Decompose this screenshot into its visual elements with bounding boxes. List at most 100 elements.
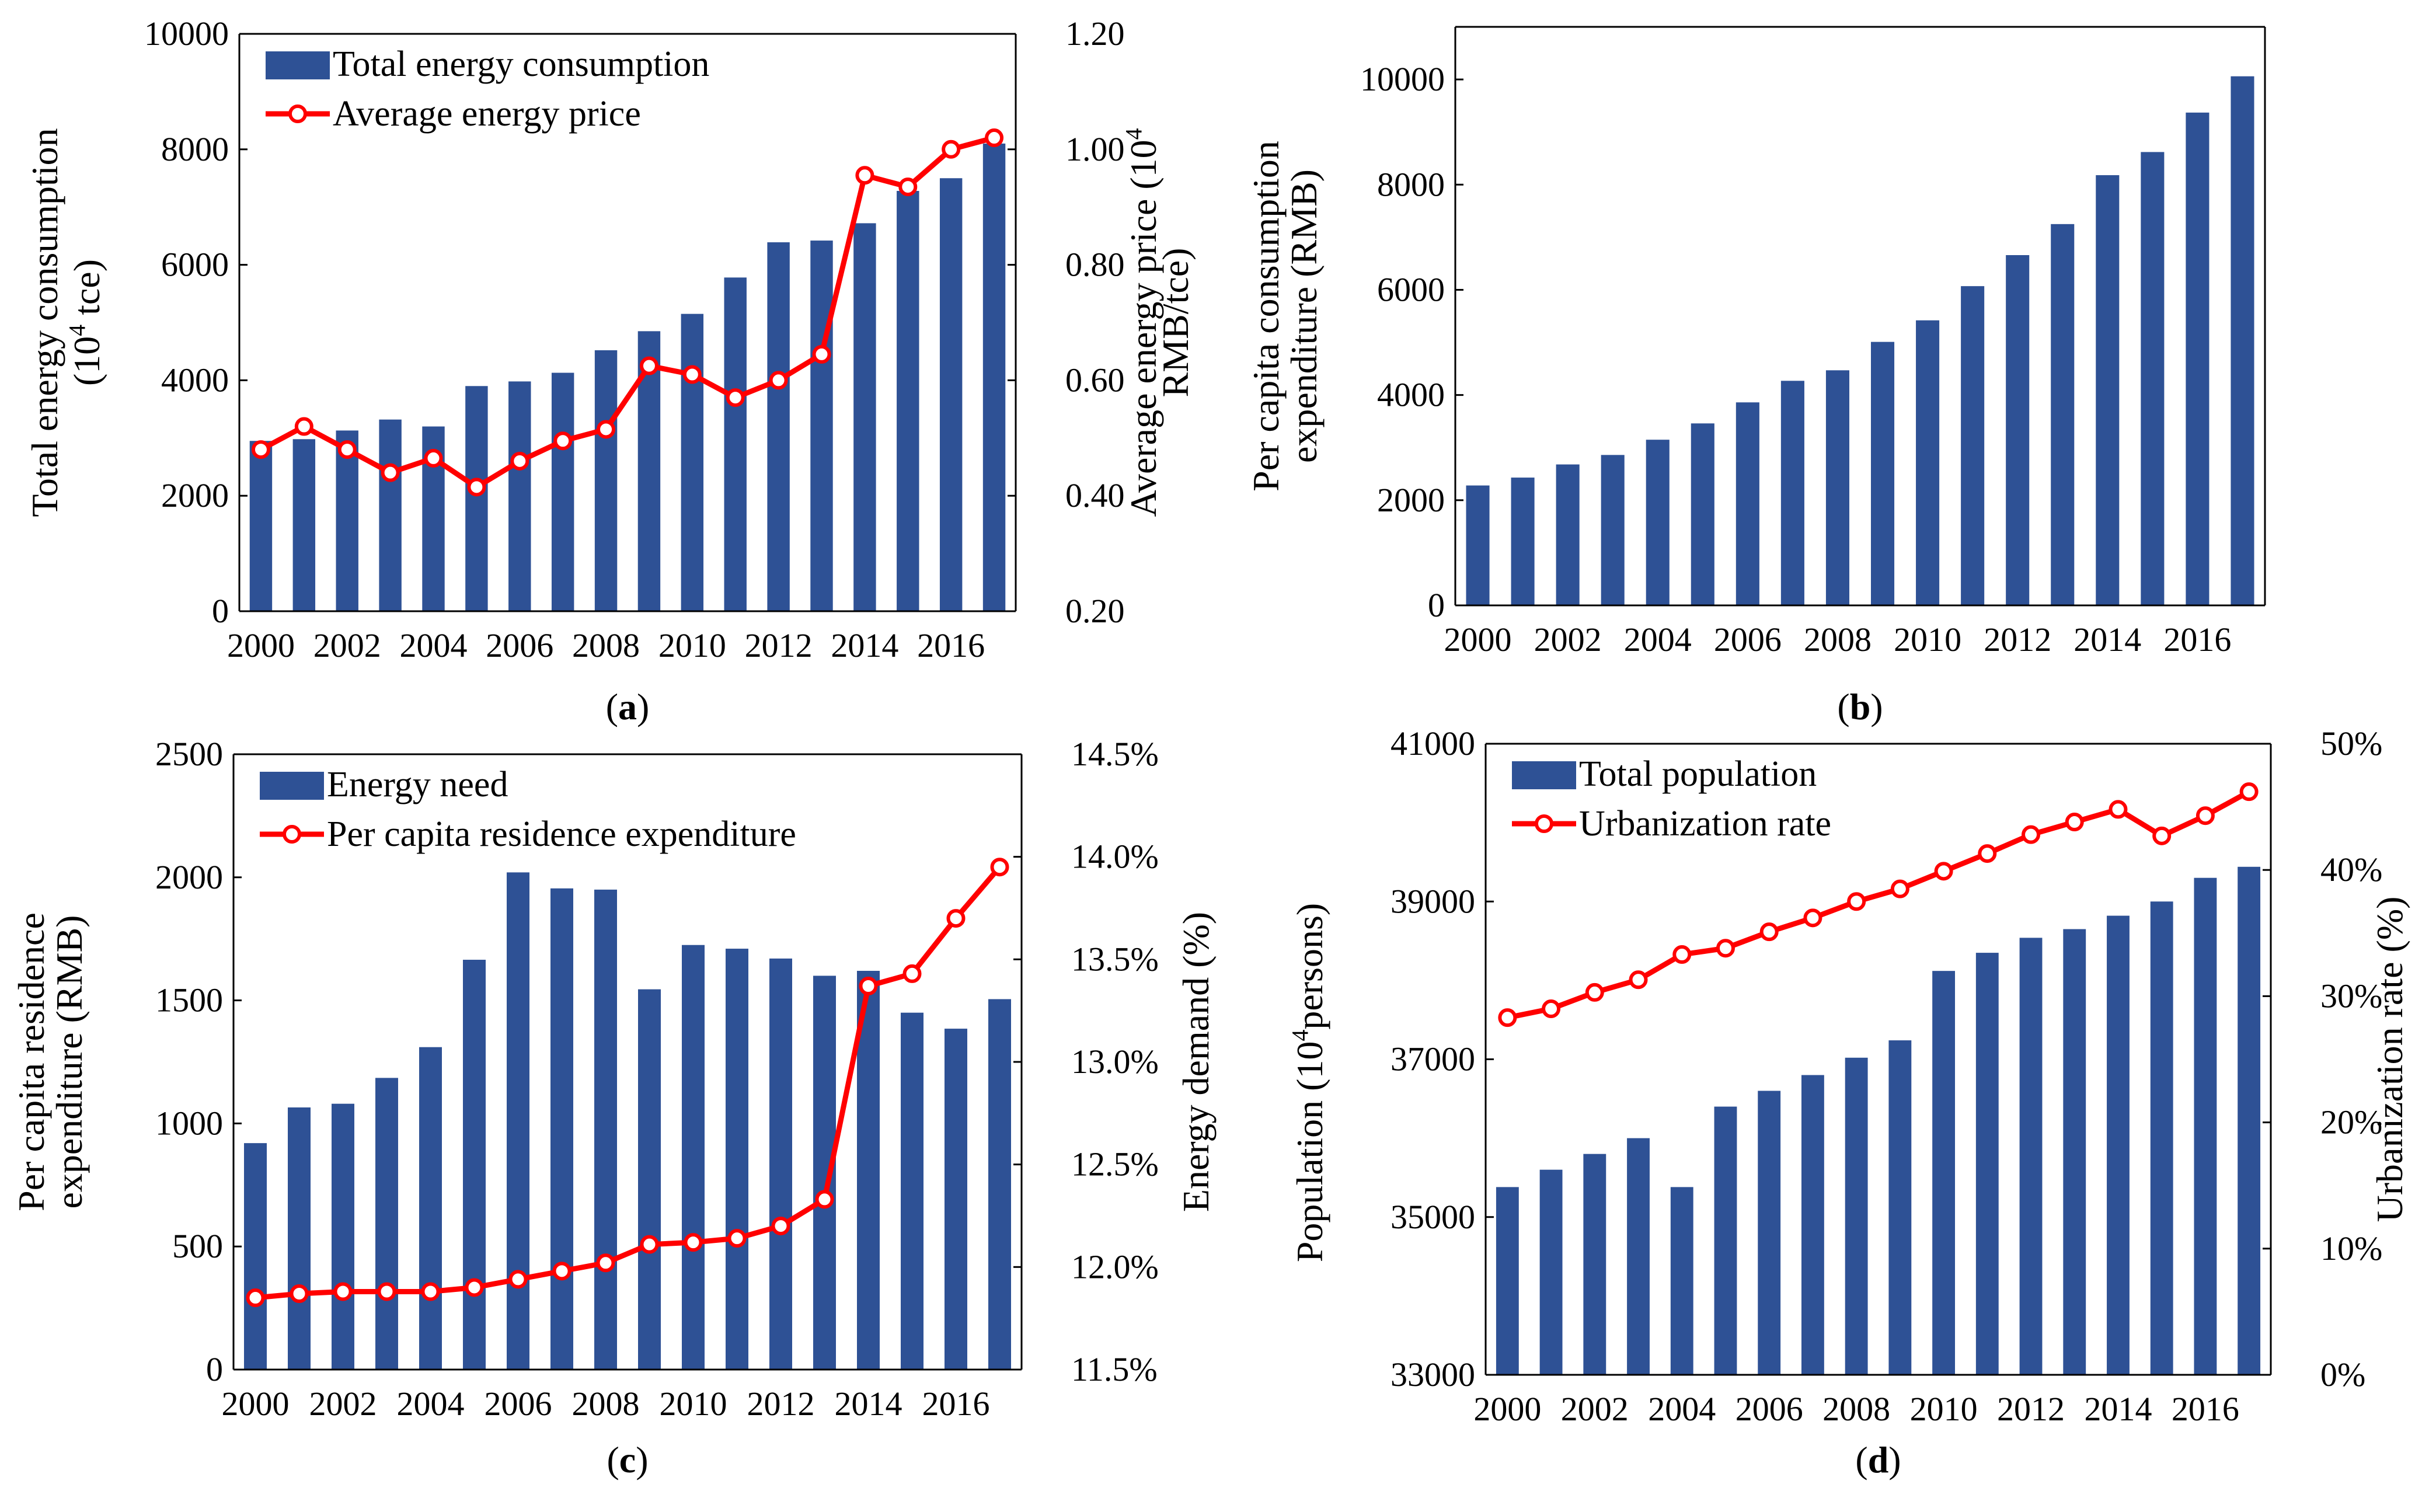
caption-paren: ) xyxy=(636,1439,648,1480)
point-d-2004 xyxy=(1672,945,1692,964)
bar-c-2006 xyxy=(507,872,529,1370)
caption-d: (d) xyxy=(1855,1439,1901,1480)
tick-label-x-a: 2012 xyxy=(745,626,813,664)
tick-label-left-c: 2000 xyxy=(155,858,223,896)
legend-label-line-d: Urbanization rate xyxy=(1579,804,1831,844)
tick-label-x-d: 2012 xyxy=(1997,1390,2065,1428)
bar-c-2000 xyxy=(244,1143,267,1370)
bar-d-2010 xyxy=(1932,971,1956,1375)
y-title-left-a-2-part: tce) xyxy=(66,259,107,325)
tick-label-x-a: 2006 xyxy=(486,626,553,664)
tick-label-x-c: 2004 xyxy=(397,1385,465,1423)
point-a-2005 xyxy=(467,478,486,497)
point-c-2010 xyxy=(684,1233,703,1252)
tick-label-x-b: 2014 xyxy=(2073,621,2141,659)
tick-label-right-a: 0.80 xyxy=(1065,246,1125,284)
point-a-2014 xyxy=(855,166,874,185)
bar-a-2001 xyxy=(292,439,316,611)
tick-label-x-b: 2002 xyxy=(1534,621,1602,659)
y-title-left-c-2-part: expenditure (RMB) xyxy=(48,915,90,1209)
point-c-2000 xyxy=(246,1288,265,1308)
point-a-2013 xyxy=(812,344,831,364)
point-d-2014 xyxy=(2109,800,2128,819)
bar-d-2011 xyxy=(1975,953,1999,1375)
tick-label-x-a: 2014 xyxy=(831,626,898,664)
point-c-2015 xyxy=(902,964,922,983)
bar-d-2003 xyxy=(1627,1138,1650,1375)
point-a-2009 xyxy=(639,356,658,375)
legend-label-bar-c: Energy need xyxy=(327,765,508,804)
bar-d-2008 xyxy=(1845,1057,1868,1375)
tick-label-x-d: 2010 xyxy=(1910,1390,1978,1428)
point-d-2010 xyxy=(1934,862,1953,881)
bar-a-2013 xyxy=(810,241,833,611)
point-c-2004 xyxy=(421,1282,440,1301)
tick-label-x-c: 2012 xyxy=(747,1385,815,1423)
point-a-2004 xyxy=(424,448,443,468)
bar-c-2015 xyxy=(901,1012,923,1370)
point-c-2017 xyxy=(990,858,1009,877)
bar-a-2005 xyxy=(465,386,488,611)
bar-a-2017 xyxy=(982,143,1006,611)
caption-a: (a) xyxy=(606,686,650,727)
bar-b-2006 xyxy=(1735,402,1759,605)
legend-swatch-bar-a xyxy=(266,51,330,79)
legend-swatch-bar-c xyxy=(260,772,324,800)
point-a-2000 xyxy=(251,440,270,459)
tick-label-left-c: 500 xyxy=(172,1227,223,1265)
y-title-left-d-part: Population (10 xyxy=(1289,1041,1330,1263)
bar-d-2002 xyxy=(1583,1154,1606,1375)
tick-label-x-c: 2006 xyxy=(485,1385,552,1423)
bar-a-2014 xyxy=(853,223,876,612)
bar-c-2008 xyxy=(594,889,617,1370)
bar-d-2014 xyxy=(2107,915,2130,1375)
point-c-2014 xyxy=(859,977,878,996)
caption-letter: b xyxy=(1850,686,1871,727)
tick-label-left-d: 33000 xyxy=(1390,1356,1475,1393)
bar-c-2012 xyxy=(769,958,792,1370)
bar-a-2010 xyxy=(681,313,704,611)
bar-a-2000 xyxy=(249,441,273,611)
tick-label-x-b: 2008 xyxy=(1804,621,1872,659)
point-a-2007 xyxy=(553,431,573,451)
point-a-2015 xyxy=(898,177,918,197)
tick-label-left-d: 39000 xyxy=(1390,882,1475,920)
caption-paren: ) xyxy=(637,686,649,727)
legend-label-bar-d: Total population xyxy=(1579,754,1817,794)
tick-label-left-b: 6000 xyxy=(1377,270,1445,308)
tick-label-x-b: 2012 xyxy=(1984,621,2051,659)
bar-c-2016 xyxy=(945,1029,967,1370)
point-d-2012 xyxy=(2022,825,2041,844)
legend-label-line-a: Average energy price xyxy=(333,94,641,134)
point-d-2002 xyxy=(1585,983,1604,1002)
bar-d-2007 xyxy=(1801,1075,1824,1375)
point-d-2006 xyxy=(1759,922,1779,942)
bar-a-2008 xyxy=(594,350,618,611)
point-c-2016 xyxy=(946,909,966,928)
y-title-right-c: Energy demand (%) xyxy=(1175,912,1217,1212)
caption-c: (c) xyxy=(607,1439,648,1480)
tick-label-x-c: 2002 xyxy=(309,1385,377,1423)
tick-label-x-d: 2002 xyxy=(1561,1390,1629,1428)
bar-c-2003 xyxy=(375,1078,398,1370)
point-c-2002 xyxy=(333,1282,353,1301)
legend-marker-c xyxy=(283,825,301,844)
bar-a-2002 xyxy=(336,430,358,611)
bar-d-2017 xyxy=(2238,866,2261,1375)
tick-label-x-c: 2016 xyxy=(922,1385,990,1423)
bar-d-2016 xyxy=(2194,877,2217,1375)
tick-label-right-c: 14.5% xyxy=(1071,735,1159,773)
tick-label-left-a: 2000 xyxy=(161,476,229,514)
bar-a-2015 xyxy=(897,191,919,611)
tick-label-right-d: 30% xyxy=(2320,977,2382,1015)
bar-d-2000 xyxy=(1496,1187,1519,1375)
bar-c-2007 xyxy=(550,888,573,1370)
bar-c-2004 xyxy=(419,1047,442,1370)
point-a-2016 xyxy=(942,140,961,159)
tick-label-x-c: 2000 xyxy=(222,1385,290,1423)
tick-label-right-d: 0% xyxy=(2320,1356,2365,1393)
point-d-2000 xyxy=(1498,1008,1517,1027)
point-a-2017 xyxy=(985,128,1004,148)
y-title-right-d: Urbanization rate (%) xyxy=(2369,897,2410,1222)
